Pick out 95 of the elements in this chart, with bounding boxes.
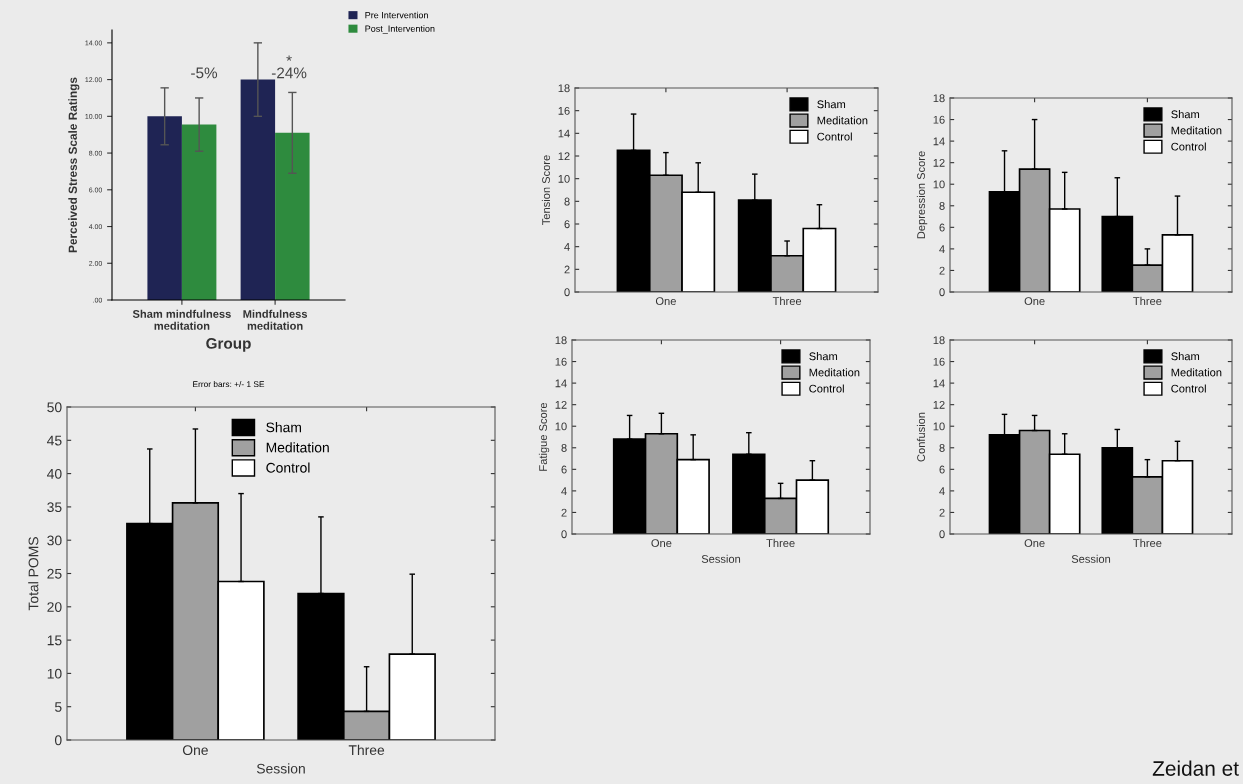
x-tick-label: Mindfulness meditation (243, 309, 308, 330)
annotation: * (286, 55, 292, 61)
y-tick-label: 10 (555, 422, 567, 431)
y-tick-label: 16 (558, 106, 570, 115)
y-tick-label: 35 (47, 502, 62, 513)
x-axis-title: Session (701, 554, 741, 563)
y-axis-title: Depression Score (916, 151, 928, 239)
y-tick-label: 6 (564, 220, 570, 229)
y-tick-label: 8 (561, 444, 567, 452)
y-tick-label: 10 (558, 174, 570, 183)
x-axis-title: Group (206, 338, 251, 352)
y-tick-label: 12 (933, 158, 945, 167)
legend-label: Meditation (266, 442, 329, 453)
y-tick-label: 10 (47, 668, 62, 679)
legend-label: Post_Intervention (365, 25, 435, 34)
y-tick-label: 6 (939, 223, 945, 232)
legend-label: Meditation (817, 116, 868, 125)
legend-label: Control (817, 132, 852, 141)
y-tick-label: 12 (558, 152, 570, 161)
y-tick-label: 5 (54, 702, 62, 712)
y-tick-label: 40 (47, 468, 62, 479)
legend-label: Pre Intervention (365, 11, 428, 19)
legend-label: Sham (809, 352, 838, 361)
annotation: -24% (271, 67, 307, 79)
y-tick-label: 6 (939, 465, 945, 474)
y-tick-label: 2 (939, 266, 945, 275)
y-tick-label: 2 (561, 508, 567, 517)
annotation: -5% (191, 67, 218, 79)
y-tick-label: 16 (555, 357, 567, 366)
y-tick-label: 25 (47, 568, 62, 579)
y-tick-label: 14 (933, 379, 945, 388)
x-tick-label: One (651, 539, 672, 548)
x-axis-title: Session (256, 763, 305, 774)
y-tick-label: 0 (564, 288, 570, 297)
y-tick-label: 15 (47, 635, 62, 646)
y-axis-title: Fatigue Score (538, 402, 550, 471)
y-tick-label: 0 (939, 530, 945, 539)
x-axis-title: Session (1071, 554, 1111, 563)
x-tick-label: One (182, 745, 208, 756)
y-tick-label: 45 (47, 435, 62, 446)
y-tick-label: 2 (939, 508, 945, 517)
y-tick-label: 30 (47, 535, 62, 546)
legend-label: Control (1171, 142, 1206, 151)
legend-label: Control (1171, 384, 1206, 393)
y-tick-label: 8 (564, 197, 570, 206)
x-tick-label: Three (348, 744, 385, 756)
y-axis-title: Confusion (916, 412, 926, 462)
y-tick-label: 50 (47, 402, 62, 413)
y-tick-label: 2 (564, 265, 570, 274)
y-tick-label: 18 (933, 94, 945, 103)
y-axis-title: Tension Score (541, 155, 551, 225)
y-tick-label: 4 (939, 245, 945, 253)
legend-label: Control (266, 462, 310, 473)
y-tick-label: 6 (561, 465, 567, 474)
y-tick-label: 20 (47, 602, 62, 612)
text: Error bars: +/- 1 SE (193, 381, 265, 388)
y-tick-label: 8 (939, 202, 945, 210)
legend-label: Sham (1171, 110, 1200, 119)
legend-label: Meditation (1171, 126, 1222, 135)
text: Zeidan et (1152, 760, 1239, 776)
y-tick-label: 4 (561, 487, 567, 495)
y-tick-label: 14 (558, 129, 570, 138)
y-tick-label: 14 (555, 379, 567, 388)
y-tick-label: 4 (939, 487, 945, 495)
y-tick-label: 0 (939, 288, 945, 297)
y-tick-label: 10 (933, 422, 945, 431)
x-tick-label: Three (772, 296, 802, 306)
y-tick-label: 12 (555, 400, 567, 409)
x-tick-label: One (1024, 297, 1045, 306)
y-tick-label: 8 (939, 444, 945, 452)
x-tick-label: Three (1133, 296, 1162, 306)
x-tick-label: One (1024, 539, 1045, 548)
legend-label: Sham (1171, 352, 1200, 361)
y-tick-label: 16 (933, 357, 945, 366)
legend-label: Meditation (1171, 368, 1222, 377)
legend-label: Control (809, 384, 844, 393)
legend-label: Sham (817, 100, 846, 109)
y-tick-label: 0 (54, 735, 62, 746)
x-tick-label: One (655, 297, 676, 306)
y-tick-label: 12 (933, 400, 945, 409)
y-tick-label: 14 (933, 137, 945, 146)
legend-label: Sham (266, 422, 301, 433)
y-axis-title: Total POMS (28, 537, 39, 611)
x-tick-label: Three (1133, 538, 1162, 548)
x-tick-label: Three (766, 538, 795, 548)
y-tick-label: 10 (933, 180, 945, 189)
legend-label: Meditation (809, 368, 860, 377)
y-tick-label: 4 (564, 243, 570, 251)
y-tick-label: 0 (561, 530, 567, 539)
y-axis-title: Perceived Stress Scale Ratings (68, 77, 80, 253)
y-tick-label: 18 (555, 336, 567, 345)
x-tick-label: Sham mindfulness meditation (132, 309, 231, 330)
y-tick-label: 18 (933, 336, 945, 345)
y-tick-label: 18 (558, 84, 570, 93)
y-tick-label: 16 (933, 115, 945, 124)
